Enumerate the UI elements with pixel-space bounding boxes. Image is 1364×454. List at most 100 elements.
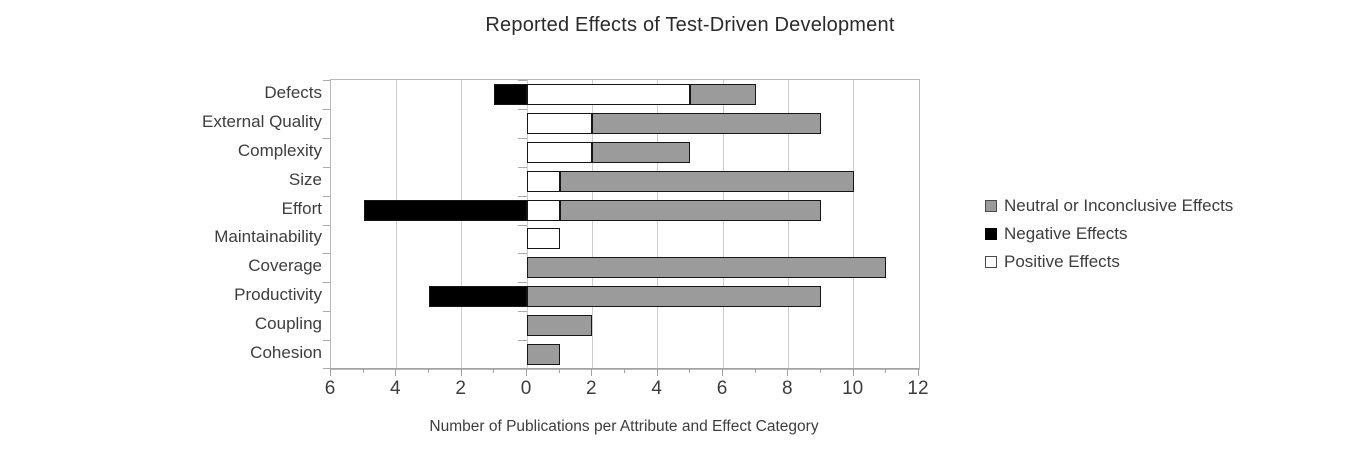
category-border-tick: [323, 138, 330, 139]
x-axis-tick-label: 6: [716, 378, 728, 399]
gridline: [853, 80, 855, 369]
category-label: Size: [288, 169, 322, 189]
bar-segment-positive: [527, 142, 593, 163]
bar-segment-neutral: [592, 142, 691, 163]
x-axis-major-tick: [460, 369, 462, 376]
x-axis-tick-label: 12: [907, 378, 929, 399]
bar-segment-positive: [527, 84, 691, 105]
bar-segment-positive: [527, 200, 560, 221]
x-axis-major-tick: [722, 369, 723, 376]
x-axis-minor-tick: [558, 369, 560, 373]
x-axis-major-tick: [526, 369, 527, 376]
legend-item: Positive Effects: [985, 248, 1233, 276]
bar-segment-neutral: [527, 286, 821, 307]
category-label: External Quality: [202, 111, 322, 131]
category-axis-tick: [518, 138, 527, 139]
category-axis-tick: [518, 225, 527, 226]
legend-label: Negative Effects: [1004, 224, 1128, 243]
gridline: [591, 80, 593, 369]
x-axis-minor-tick: [689, 369, 691, 373]
bar-segment-positive: [527, 228, 560, 249]
plot-area: [323, 79, 920, 370]
category-border-tick: [323, 167, 330, 168]
category-label: Productivity: [234, 285, 322, 305]
x-axis-tick-label: 4: [390, 378, 401, 399]
x-axis-minor-tick: [624, 369, 625, 373]
category-border-tick: [323, 225, 330, 226]
legend-swatch: [985, 200, 997, 212]
category-border-tick: [323, 282, 330, 283]
x-axis-tick-label: 2: [455, 378, 466, 399]
x-axis-line: [329, 368, 919, 369]
bar-segment-negative: [363, 200, 527, 221]
x-axis-tick-label: 0: [520, 378, 532, 399]
category-axis-tick: [518, 167, 527, 168]
bar-segment-neutral: [527, 315, 593, 336]
category-label: Maintainability: [214, 227, 322, 247]
gridline: [461, 80, 463, 369]
legend-item: Neutral or Inconclusive Effects: [985, 192, 1233, 220]
bar-segment-neutral: [690, 84, 756, 105]
legend: Neutral or Inconclusive Effects Negative …: [985, 192, 1233, 276]
category-border-tick: [323, 340, 330, 341]
x-axis-minor-tick: [493, 369, 495, 373]
x-axis-minor-tick: [885, 369, 887, 373]
x-axis-major-tick: [395, 369, 397, 376]
bar-segment-neutral: [592, 113, 821, 134]
legend-swatch: [985, 228, 997, 240]
category-label: Coverage: [248, 256, 322, 276]
legend-swatch: [985, 256, 997, 268]
category-border-tick: [323, 368, 330, 369]
category-label: Defects: [264, 82, 322, 102]
category-axis-tick: [518, 109, 527, 110]
x-axis-tick-label: 2: [586, 378, 597, 399]
x-axis-major-tick: [656, 369, 658, 376]
gridline: [722, 80, 724, 369]
category-border-tick: [323, 196, 330, 197]
x-axis-tick-label: 8: [782, 378, 793, 399]
category-axis-tick: [518, 196, 527, 197]
x-axis-tick-label: 4: [651, 378, 662, 399]
category-axis-tick: [518, 340, 527, 341]
legend-label: Neutral or Inconclusive Effects: [1004, 196, 1234, 215]
category-label: Cohesion: [250, 343, 322, 363]
x-axis-major-tick: [787, 369, 789, 376]
category-label: Coupling: [254, 314, 322, 334]
x-axis-major-tick: [852, 369, 854, 376]
gridline: [395, 80, 397, 369]
category-axis-tick: [518, 80, 527, 81]
category-border-tick: [323, 311, 330, 312]
x-axis-major-tick: [330, 369, 331, 376]
x-axis-minor-tick: [754, 369, 756, 373]
gridline: [526, 80, 528, 369]
category-axis-tick: [518, 253, 527, 254]
bar-segment-positive: [527, 171, 560, 192]
legend-item: Negative Effects: [985, 220, 1233, 248]
category-border-tick: [323, 109, 330, 110]
category-label: Effort: [281, 198, 322, 218]
bar-segment-neutral: [559, 171, 854, 192]
x-axis-minor-tick: [820, 369, 821, 373]
category-label: Complexity: [237, 140, 322, 160]
bar-segment-neutral: [527, 257, 887, 278]
category-axis-tick: [518, 311, 527, 312]
bar-segment-negative: [429, 286, 527, 307]
category-border-tick: [323, 80, 330, 81]
x-axis-major-tick: [591, 369, 593, 376]
x-axis-minor-tick: [362, 369, 364, 373]
bar-segment-positive: [527, 113, 593, 134]
x-axis-tick-label: 10: [842, 378, 864, 399]
x-axis-major-tick: [918, 369, 919, 376]
category-border-tick: [323, 253, 330, 254]
gridline: [787, 80, 789, 369]
bar-segment-negative: [494, 84, 527, 105]
x-axis-title: Number of Publications per Attribute and…: [429, 418, 819, 435]
x-axis-tick-label: 6: [324, 378, 336, 399]
x-axis-minor-tick: [428, 369, 429, 373]
bar-segment-neutral: [559, 200, 821, 221]
gridline: [657, 80, 659, 369]
legend-label: Positive Effects: [1004, 252, 1120, 271]
category-axis-tick: [518, 282, 527, 283]
bar-segment-neutral: [527, 344, 560, 365]
